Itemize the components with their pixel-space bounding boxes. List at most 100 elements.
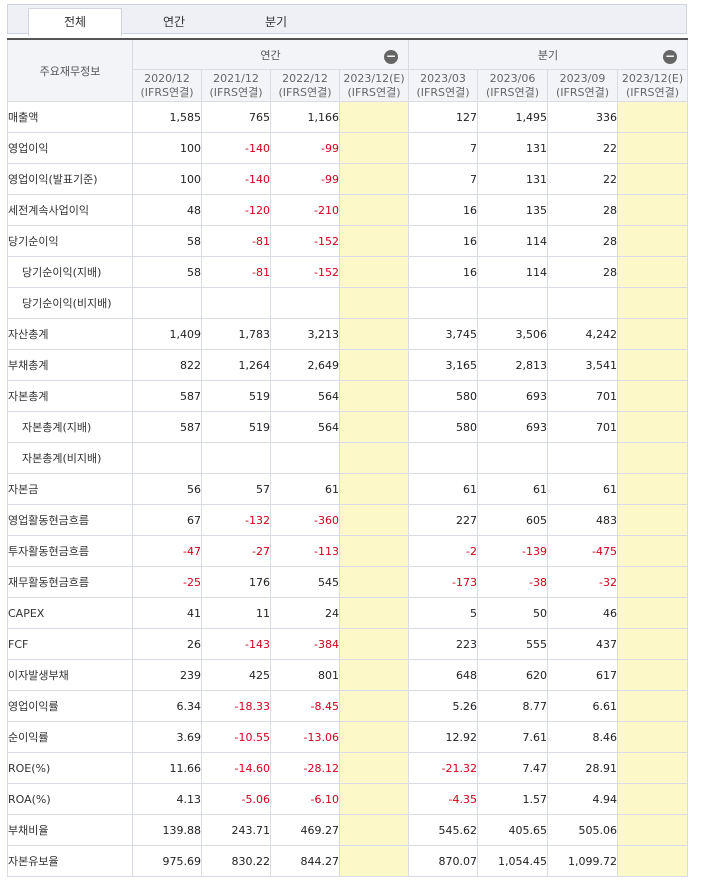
table-row: 영업이익(발표기준) 100 -140 -99 7 131 22 (7, 163, 688, 195)
table-cell: 135 (477, 194, 548, 226)
table-row: 자본총계 587 519 564 580 693 701 (7, 380, 688, 412)
table-cell (547, 287, 618, 319)
table-cell (617, 783, 688, 815)
row-label: 이자발생부채 (7, 659, 133, 691)
table-cell: 8.46 (547, 721, 618, 753)
table-cell (617, 473, 688, 505)
table-cell: 176 (201, 566, 271, 598)
table-cell: -360 (270, 504, 340, 536)
row-label: 당기순이익 (7, 225, 133, 257)
table-cell (617, 845, 688, 877)
table-cell: 555 (477, 628, 548, 660)
financial-table: 주요재무정보 연간 − 분기 − 2020/12 (IFRS연결) 2021/12(… (7, 38, 688, 877)
table-cell: 28.91 (547, 752, 618, 784)
table-cell: 3,506 (477, 318, 548, 350)
column-header: 2020/12 (IFRS연결) (132, 69, 202, 102)
table-row: 당기순이익 58 -81 -152 16 114 28 (7, 225, 688, 257)
table-cell: 61 (477, 473, 548, 505)
row-label: ROA(%) (7, 783, 133, 815)
table-row: 당기순이익(지배) 58 -81 -152 16 114 28 (7, 256, 688, 288)
table-row: 자본금 56 57 61 61 61 61 (7, 473, 688, 505)
table-cell (339, 814, 409, 846)
table-cell: 8.77 (477, 690, 548, 722)
table-cell: 48 (132, 194, 202, 226)
table-cell: 870.07 (408, 845, 478, 877)
table-cell: -475 (547, 535, 618, 567)
table-cell: 58 (132, 256, 202, 288)
table-cell (617, 287, 688, 319)
tab-quarter[interactable]: 분기 (264, 15, 288, 29)
table-cell (617, 504, 688, 536)
table-row: 자본총계(비지배) (7, 442, 688, 474)
column-header: 2023/12(E) (IFRS연결) (339, 69, 409, 102)
table-cell (132, 442, 202, 474)
table-cell (339, 380, 409, 412)
table-cell: 1,054.45 (477, 845, 548, 877)
column-basis: (IFRS연결) (278, 85, 332, 99)
table-cell: 114 (477, 225, 548, 257)
table-cell: 61 (270, 473, 340, 505)
table-cell: 16 (408, 194, 478, 226)
table-cell: 519 (201, 411, 271, 443)
column-header: 2023/06 (IFRS연결) (477, 69, 548, 102)
table-cell (201, 287, 271, 319)
collapse-quarter-icon[interactable]: − (663, 49, 677, 64)
row-label: 부채총계 (7, 349, 133, 381)
tab-annual[interactable]: 연간 (162, 15, 186, 29)
table-cell: 24 (270, 597, 340, 629)
table-cell (617, 194, 688, 226)
table-cell (477, 442, 548, 474)
table-cell (339, 504, 409, 536)
row-label: 자본유보율 (7, 845, 133, 877)
row-label: 투자활동현금흐름 (7, 535, 133, 567)
table-cell: 336 (547, 101, 618, 133)
table-cell: -81 (201, 225, 271, 257)
table-cell (339, 597, 409, 629)
table-cell: 22 (547, 163, 618, 195)
tab-all[interactable]: 전체 (28, 8, 122, 36)
table-cell: 6.34 (132, 690, 202, 722)
table-cell (201, 442, 271, 474)
table-cell (339, 442, 409, 474)
table-cell: 50 (477, 597, 548, 629)
table-cell: 22 (547, 132, 618, 164)
table-cell: 648 (408, 659, 478, 691)
table-cell: -47 (132, 535, 202, 567)
row-label: 영업활동현금흐름 (7, 504, 133, 536)
table-cell (339, 721, 409, 753)
column-header: 2023/12(E) (IFRS연결) (617, 69, 688, 102)
row-label: 자본총계 (7, 380, 133, 412)
table-cell (408, 287, 478, 319)
table-cell: 425 (201, 659, 271, 691)
row-label: 재무활동현금흐름 (7, 566, 133, 598)
table-cell (617, 690, 688, 722)
table-cell (339, 318, 409, 350)
table-cell: 114 (477, 256, 548, 288)
column-header: 2022/12 (IFRS연결) (270, 69, 340, 102)
collapse-annual-icon[interactable]: − (384, 49, 398, 64)
table-cell: 5 (408, 597, 478, 629)
table-cell: 11.66 (132, 752, 202, 784)
column-header: 2023/03 (IFRS연결) (408, 69, 478, 102)
table-cell: 7 (408, 163, 478, 195)
table-cell (617, 318, 688, 350)
table-cell: 7.61 (477, 721, 548, 753)
table-cell: 1,783 (201, 318, 271, 350)
table-cell (339, 752, 409, 784)
table-cell: 693 (477, 380, 548, 412)
table-cell: 4.13 (132, 783, 202, 815)
column-basis: (IFRS연결) (209, 85, 263, 99)
table-cell: -18.33 (201, 690, 271, 722)
table-cell (617, 814, 688, 846)
column-basis: (IFRS연결) (485, 85, 540, 99)
table-cell: -25 (132, 566, 202, 598)
table-row: 부채비율 139.88 243.71 469.27 545.62 405.65 505.06 (7, 814, 688, 846)
table-cell: 100 (132, 163, 202, 195)
table-cell (617, 442, 688, 474)
table-cell: 223 (408, 628, 478, 660)
column-period: 2023/09 (559, 71, 606, 85)
row-label: 부채비율 (7, 814, 133, 846)
table-row: 부채총계 822 1,264 2,649 3,165 2,813 3,541 (7, 349, 688, 381)
column-period: 2021/12 (213, 71, 259, 85)
row-label: ROE(%) (7, 752, 133, 784)
